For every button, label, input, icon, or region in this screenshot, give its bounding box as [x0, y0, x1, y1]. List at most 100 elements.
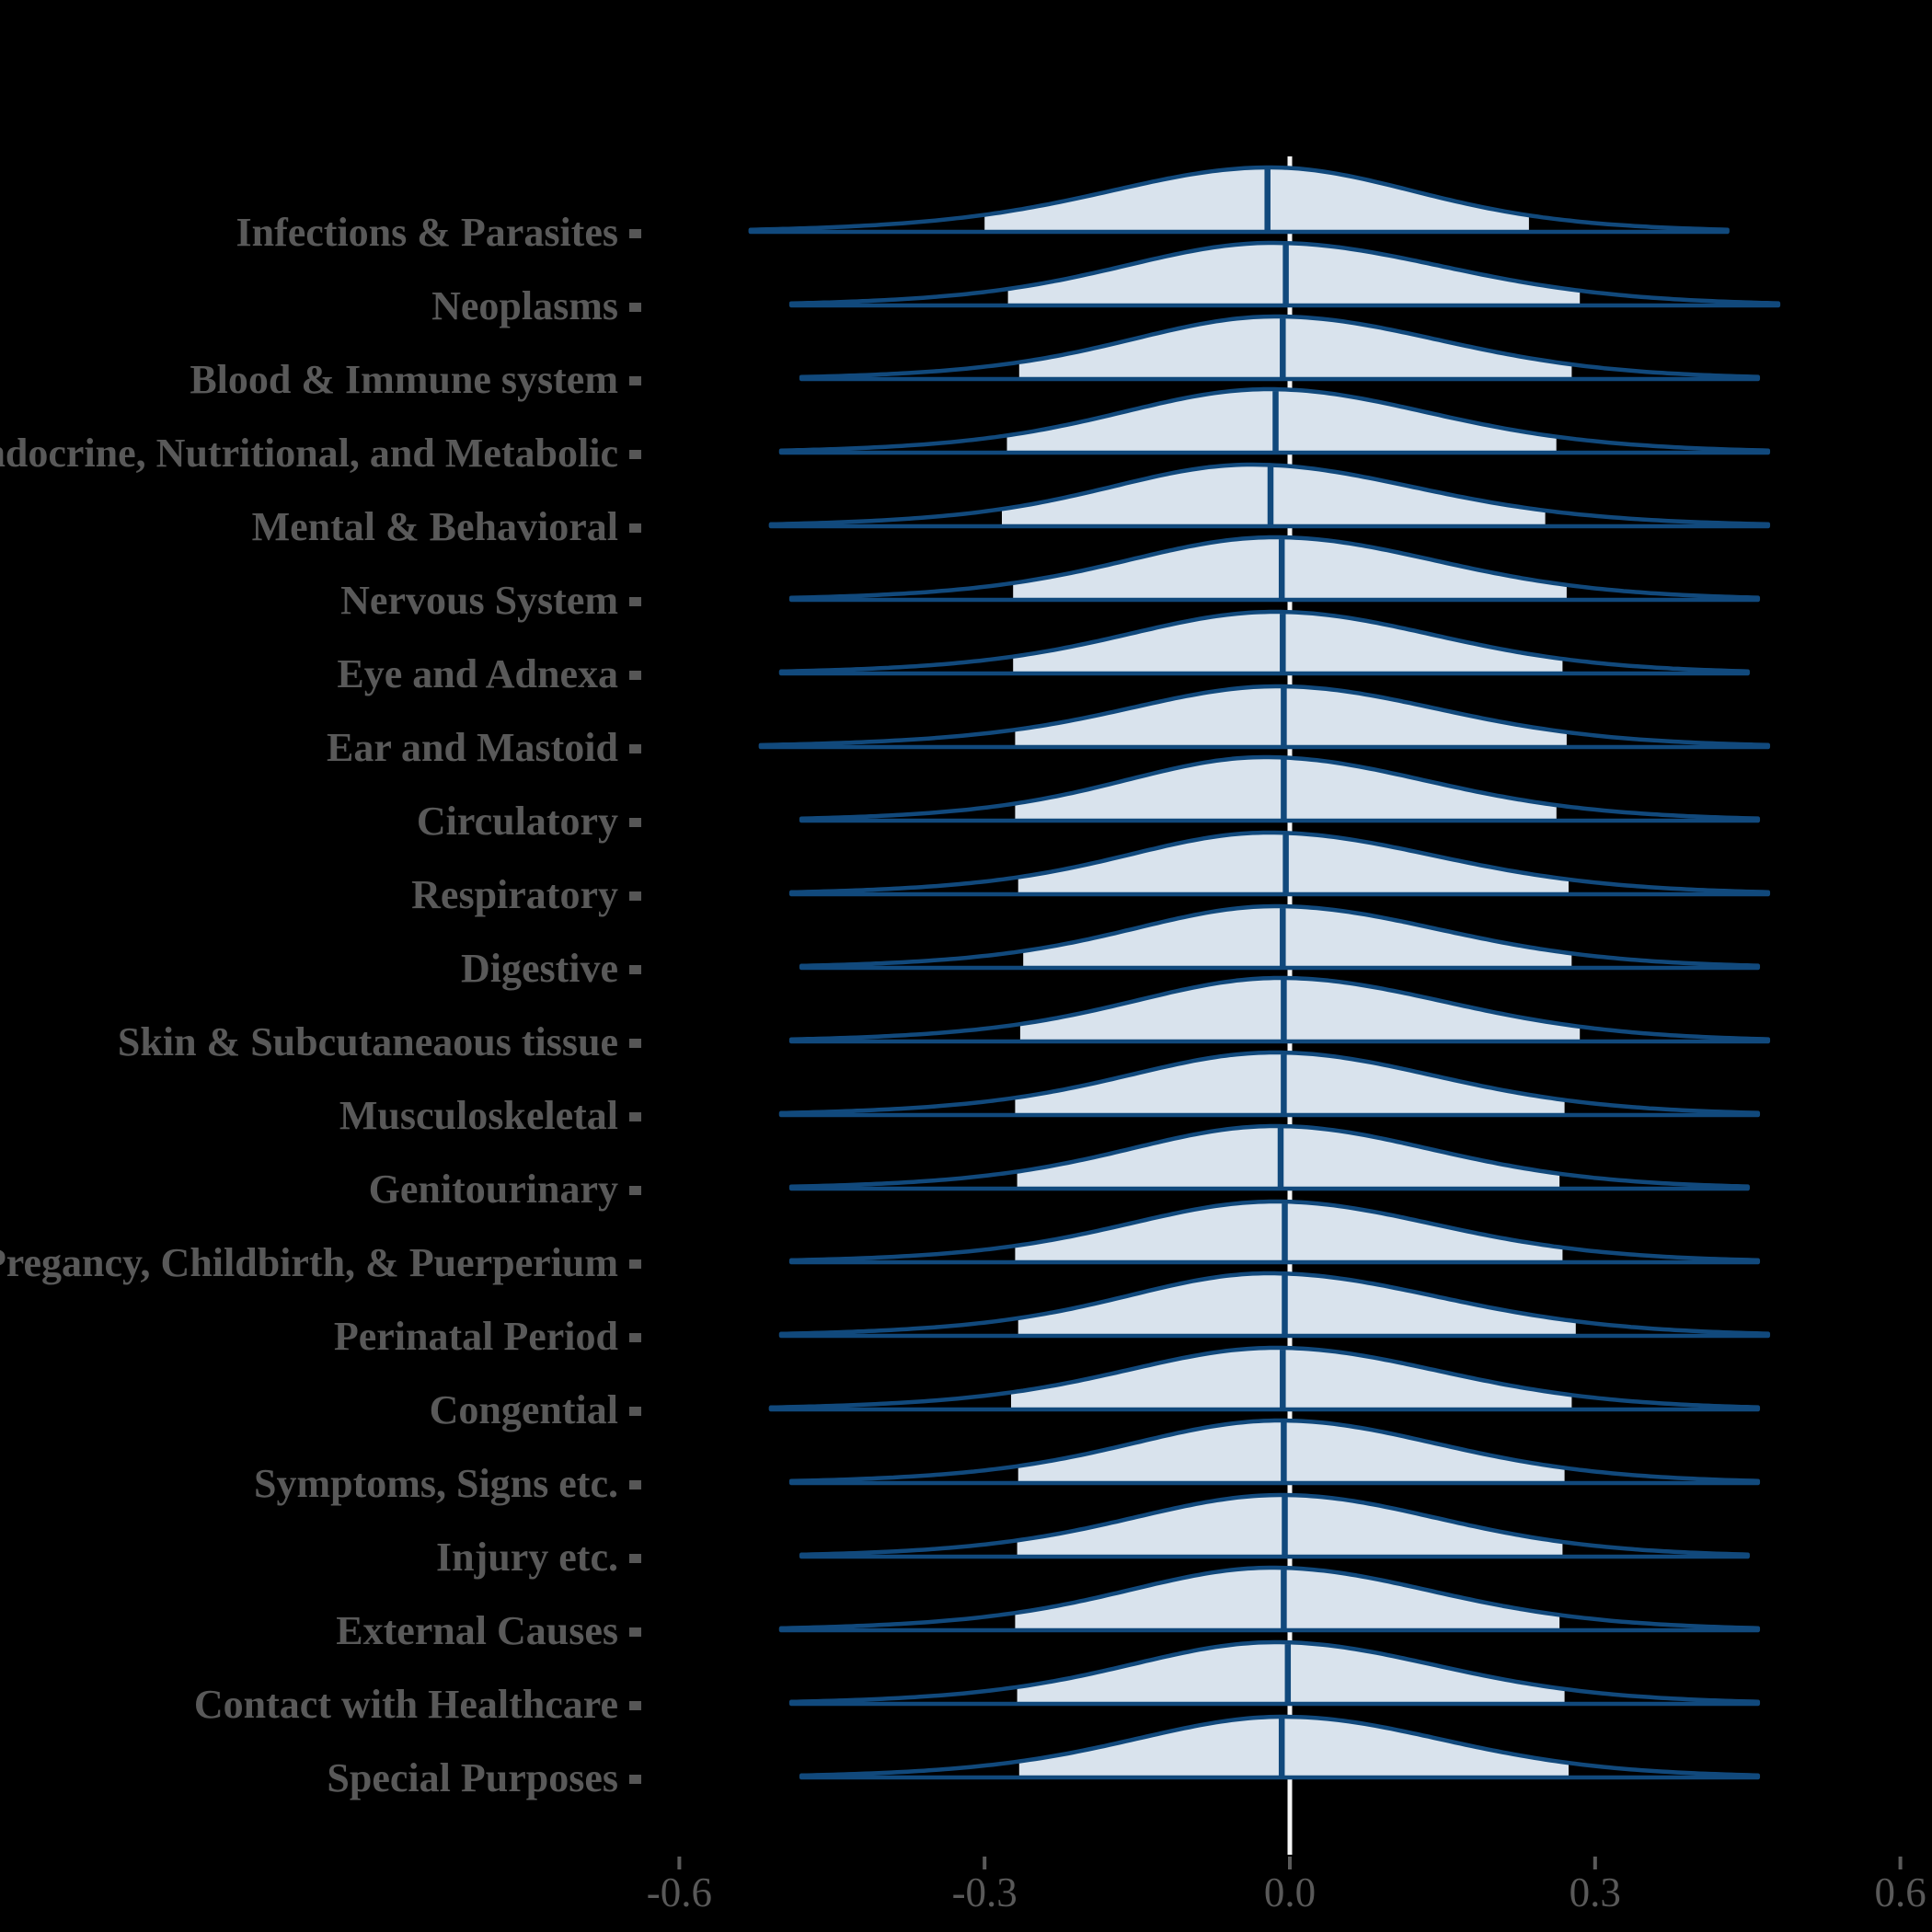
density-curve — [748, 165, 1730, 235]
category-tick — [629, 1701, 641, 1710]
ridge-row — [788, 975, 1771, 1044]
category-tick — [629, 1554, 641, 1563]
density-curve — [778, 1271, 1771, 1339]
quantile-band — [1015, 1568, 1560, 1630]
category-label: Musculoskeletal — [339, 1093, 618, 1138]
category-tick — [629, 1039, 641, 1048]
quantile-band — [1017, 1642, 1565, 1704]
density-curve — [799, 1492, 1750, 1559]
x-axis-tick — [983, 1857, 987, 1869]
quantile-band — [1018, 316, 1572, 379]
density-curve — [788, 975, 1771, 1044]
x-tick-label: 0.0 — [1264, 1869, 1316, 1915]
quantile-band — [1018, 1717, 1569, 1777]
category-tick — [629, 303, 641, 312]
category-label: Infections & Parasites — [236, 210, 619, 255]
density-curve — [788, 535, 1761, 603]
ridge-row — [788, 830, 1771, 897]
quantile-band — [1013, 537, 1567, 600]
density-curve — [799, 1714, 1761, 1780]
category-label: Neoplasms — [431, 283, 618, 328]
category-tick — [629, 744, 641, 753]
ridge-row — [799, 754, 1761, 823]
density-curve — [788, 1199, 1761, 1265]
density-curve — [778, 386, 1771, 455]
density-curve — [799, 903, 1761, 971]
category-label: Perinatal Period — [334, 1314, 618, 1359]
density-curve — [788, 830, 1771, 897]
ridge-row — [799, 314, 1761, 382]
x-axis-tick — [1593, 1857, 1597, 1869]
category-label: Nervous System — [340, 578, 618, 623]
quantile-band — [1011, 1348, 1572, 1409]
category-tick — [629, 450, 641, 459]
category-label: Genitourinary — [369, 1167, 618, 1212]
ridge-row — [799, 903, 1761, 971]
category-label: Pregancy, Childbirth, & Puerperium — [0, 1240, 618, 1285]
category-label: Ear and Mastoid — [327, 725, 618, 770]
quantile-band — [1017, 1126, 1560, 1189]
quantile-band — [1006, 389, 1557, 453]
density-curve — [768, 462, 1771, 529]
quantile-band — [1015, 686, 1567, 747]
category-tick — [629, 1480, 641, 1489]
category-label: Special Purposes — [327, 1755, 618, 1800]
category-label: Respiratory — [411, 872, 618, 917]
category-label: Injury etc. — [436, 1535, 618, 1580]
category-label: Congential — [430, 1387, 618, 1432]
category-label: Circulatory — [417, 799, 618, 844]
density-curve — [788, 1418, 1761, 1486]
x-axis-tick — [1898, 1857, 1903, 1869]
category-tick — [629, 1627, 641, 1637]
density-curve — [778, 1050, 1761, 1118]
ridge-row — [788, 1199, 1761, 1265]
category-tick — [629, 891, 641, 901]
category-label: Symptoms, Signs etc. — [254, 1461, 618, 1506]
category-tick — [629, 1333, 641, 1342]
density-curve — [788, 240, 1781, 308]
x-tick-label: 0.3 — [1570, 1869, 1621, 1915]
ridge-row — [788, 535, 1761, 603]
ridge-row — [768, 1345, 1761, 1412]
ridge-row — [778, 1565, 1761, 1633]
category-tick — [629, 818, 641, 827]
ridge-row — [778, 609, 1750, 676]
ridge-row — [788, 1418, 1761, 1486]
category-tick — [629, 671, 641, 680]
category-label: Contact with Healthcare — [194, 1682, 618, 1727]
category-tick — [629, 1112, 641, 1121]
ridge-row — [758, 684, 1771, 750]
density-curve — [768, 1345, 1761, 1412]
x-axis-tick — [677, 1857, 682, 1869]
ridge-row — [778, 1050, 1761, 1118]
quantile-band — [1018, 1420, 1565, 1483]
x-tick-label: 0.6 — [1874, 1869, 1926, 1915]
density-curve — [778, 609, 1750, 676]
quantile-band — [1015, 1052, 1565, 1115]
density-curve — [778, 1565, 1761, 1633]
density-curve — [758, 684, 1771, 750]
category-label: External Causes — [336, 1608, 618, 1653]
category-label: Blood & Immune system — [190, 357, 618, 402]
x-tick-label: -0.6 — [647, 1869, 712, 1915]
category-tick — [629, 229, 641, 238]
category-label: Digestive — [461, 946, 618, 991]
density-curve — [788, 1639, 1761, 1707]
ridge-row — [778, 386, 1771, 455]
ridge-row — [748, 165, 1730, 235]
x-axis-tick — [1288, 1857, 1292, 1869]
ridge-row — [788, 240, 1781, 308]
quantile-band — [984, 167, 1529, 232]
quantile-band — [1015, 1202, 1563, 1262]
quantile-band — [1013, 612, 1563, 673]
x-tick-label: -0.3 — [952, 1869, 1018, 1915]
density-curve — [799, 314, 1761, 382]
ridge-row — [778, 1271, 1771, 1339]
quantile-band — [1017, 1495, 1563, 1557]
quantile-band — [1007, 243, 1581, 305]
category-tick — [629, 376, 641, 385]
category-label: Skin & Subcutaneaous tissue — [118, 1019, 618, 1064]
ridge-row — [799, 1714, 1761, 1780]
